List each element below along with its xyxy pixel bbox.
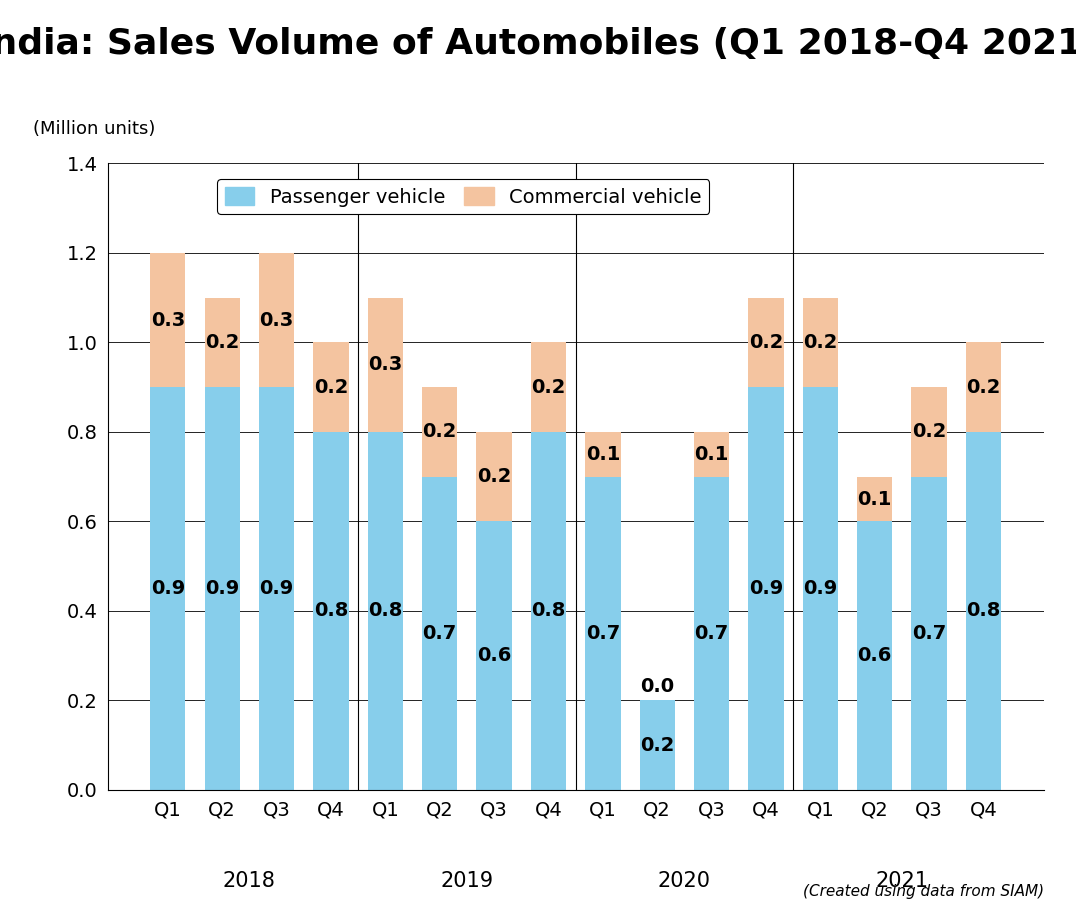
Text: 0.8: 0.8 — [314, 601, 349, 620]
Bar — [585, 477, 621, 790]
Bar — [477, 432, 512, 521]
Bar — [368, 298, 404, 432]
Text: 0.2: 0.2 — [912, 422, 946, 441]
Text: 0.2: 0.2 — [477, 468, 511, 486]
Bar — [639, 700, 675, 790]
Bar — [748, 387, 783, 790]
Text: 0.6: 0.6 — [858, 646, 892, 666]
Bar — [858, 477, 892, 521]
Bar — [259, 387, 294, 790]
Bar — [803, 298, 838, 387]
Bar — [368, 432, 404, 790]
Bar — [477, 521, 512, 790]
Bar — [966, 342, 1001, 432]
Text: 2020: 2020 — [657, 872, 711, 892]
Text: 0.9: 0.9 — [206, 579, 239, 598]
Text: 2018: 2018 — [223, 872, 275, 892]
Bar — [313, 432, 349, 790]
Text: 0.9: 0.9 — [259, 579, 294, 598]
Bar — [858, 521, 892, 790]
Text: 0.3: 0.3 — [151, 311, 185, 330]
Text: 0.6: 0.6 — [477, 646, 511, 666]
Text: 0.8: 0.8 — [532, 601, 566, 620]
Text: 0.7: 0.7 — [694, 624, 728, 643]
Text: 2021: 2021 — [876, 872, 929, 892]
Bar — [530, 432, 566, 790]
Text: 0.8: 0.8 — [368, 601, 402, 620]
Text: 0.7: 0.7 — [585, 624, 620, 643]
Text: 0.0: 0.0 — [640, 677, 675, 696]
Bar — [694, 432, 730, 477]
Bar — [911, 477, 947, 790]
Text: (Created using data from SIAM): (Created using data from SIAM) — [803, 883, 1044, 899]
Text: 0.2: 0.2 — [314, 378, 349, 397]
Text: 0.2: 0.2 — [423, 422, 457, 441]
Bar — [803, 387, 838, 790]
Text: 0.9: 0.9 — [151, 579, 185, 598]
Text: 0.2: 0.2 — [803, 333, 837, 352]
Text: 0.7: 0.7 — [912, 624, 946, 643]
Text: 0.1: 0.1 — [858, 489, 892, 508]
Bar — [422, 477, 457, 790]
Text: 0.2: 0.2 — [966, 378, 1001, 397]
Bar — [151, 387, 185, 790]
Text: 2019: 2019 — [440, 872, 494, 892]
Bar — [694, 477, 730, 790]
Bar — [204, 387, 240, 790]
Text: 0.1: 0.1 — [694, 445, 728, 464]
Text: 0.9: 0.9 — [749, 579, 783, 598]
Text: 0.2: 0.2 — [749, 333, 783, 352]
Bar — [204, 298, 240, 387]
Legend: Passenger vehicle, Commercial vehicle: Passenger vehicle, Commercial vehicle — [217, 180, 709, 214]
Bar — [911, 387, 947, 477]
Bar — [530, 342, 566, 432]
Text: India: Sales Volume of Automobiles (Q1 2018-Q4 2021): India: Sales Volume of Automobiles (Q1 2… — [0, 27, 1076, 61]
Text: 0.2: 0.2 — [640, 735, 675, 755]
Text: 0.7: 0.7 — [423, 624, 457, 643]
Bar — [259, 253, 294, 387]
Text: 0.2: 0.2 — [206, 333, 239, 352]
Text: 0.8: 0.8 — [966, 601, 1001, 620]
Bar — [313, 342, 349, 432]
Text: 0.3: 0.3 — [368, 355, 402, 374]
Text: 0.2: 0.2 — [532, 378, 566, 397]
Text: 0.3: 0.3 — [259, 311, 294, 330]
Text: 0.1: 0.1 — [585, 445, 620, 464]
Bar — [966, 432, 1001, 790]
Text: (Million units): (Million units) — [32, 121, 155, 138]
Bar — [151, 253, 185, 387]
Bar — [585, 432, 621, 477]
Text: 0.9: 0.9 — [804, 579, 837, 598]
Bar — [748, 298, 783, 387]
Bar — [422, 387, 457, 477]
